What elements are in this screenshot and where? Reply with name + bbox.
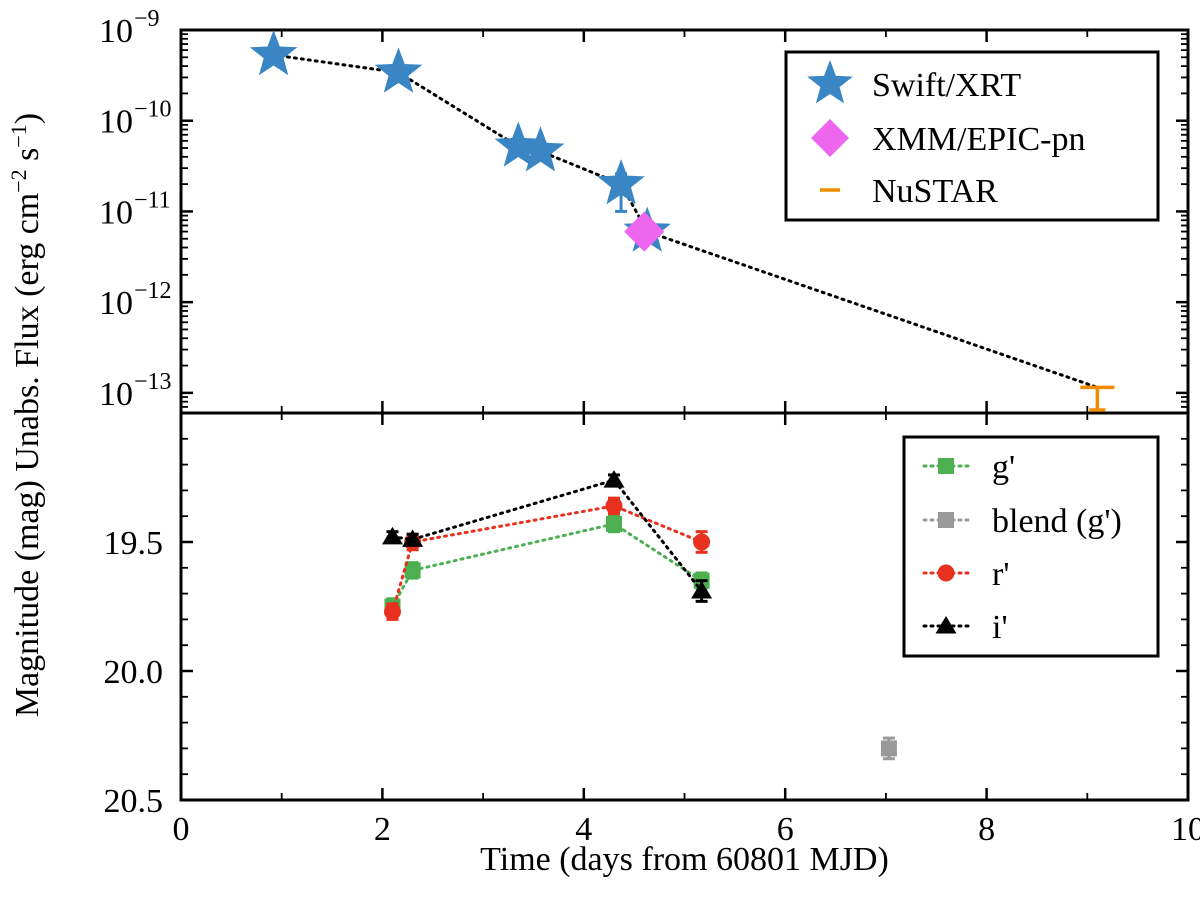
y-tick-label-top: 10 (99, 13, 133, 50)
swift-xrt-point (597, 159, 645, 205)
y-tick-label-exponent: −9 (134, 6, 160, 32)
series-swift-xrt (249, 30, 671, 252)
x-axis-label: Time (days from 60801 MJD) (480, 841, 889, 878)
legend-item-i: i' (922, 609, 1008, 646)
r-point (693, 533, 711, 551)
i-point (402, 529, 424, 547)
y-label-part: ) (9, 113, 46, 124)
i-point (381, 526, 403, 545)
x-tick-label: 2 (374, 811, 391, 848)
x-tick-label: 6 (777, 811, 794, 848)
swift-xrt-point (516, 126, 565, 172)
series-line (391, 522, 704, 608)
top-legend: Swift/XRT XMM/EPIC-pn NuSTAR (784, 50, 1160, 222)
series-line (391, 504, 704, 614)
y-tick-label-exponent: −13 (134, 369, 172, 395)
y-label-sup: −2 (6, 169, 31, 192)
i-point (603, 470, 625, 488)
legend-item-xmm-epic-pn: XMM/EPIC-pn (811, 119, 1085, 158)
x-tick-label: 10 (1171, 811, 1200, 848)
legend-marker-icon (938, 512, 954, 528)
swift-xrt-point (374, 47, 423, 93)
series-blend-g (880, 736, 897, 761)
legend-label: i' (992, 609, 1008, 646)
legend-diamond-icon (811, 119, 849, 157)
y-tick-label-bottom: 20.0 (104, 654, 164, 691)
series-g (384, 514, 710, 616)
y-label-part: s (9, 148, 46, 170)
y-label-sup: −1 (6, 124, 31, 147)
series-nustar (1080, 385, 1115, 412)
x-tick-label: 0 (173, 811, 190, 848)
swift-xrt-point (249, 30, 298, 76)
blend-g-point (880, 740, 897, 757)
legend-label: XMM/EPIC-pn (872, 121, 1085, 158)
legend-item-r: r' (922, 556, 1009, 593)
top-y-axis-ticks (181, 28, 1188, 414)
y-tick-label-bottom: 20.5 (104, 783, 164, 820)
y-label-flux: Unabs. Flux (erg cm (9, 193, 46, 472)
g-point (404, 562, 421, 579)
series-r (383, 496, 711, 621)
nustar-upper-limit (1080, 385, 1115, 412)
legend-marker-icon (938, 458, 954, 474)
y-tick-label-top: 10 (99, 104, 133, 141)
legend-item-blend-g: blend (g') (922, 503, 1122, 540)
legend-label: g' (992, 449, 1015, 486)
y-tick-label-exponent: −12 (134, 278, 172, 304)
series-xmm-epic-pn (624, 211, 665, 252)
y-label-magnitude: Magnitude (mag) (9, 472, 46, 718)
legend-item-g: g' (922, 449, 1015, 486)
y-tick-label-top: 10 (99, 285, 133, 322)
legend-label: NuSTAR (872, 173, 998, 210)
legend-label: r' (992, 556, 1009, 593)
legend-item-nustar: NuSTAR (820, 173, 998, 210)
top-panel-data (249, 30, 1115, 412)
legend-item-swift-xrt: Swift/XRT (807, 60, 1021, 104)
xmm-epic-pn-point (624, 211, 665, 252)
y-tick-label-top: 10 (99, 194, 133, 231)
legend-marker-icon (935, 616, 957, 634)
y-tick-label-top: 10 (99, 376, 133, 413)
legend-star-icon (807, 60, 853, 104)
legend-label: Swift/XRT (872, 67, 1021, 104)
bottom-legend: g' blend (g') r' i' (902, 435, 1160, 658)
r-point (605, 497, 623, 515)
series-i (381, 470, 713, 603)
x-tick-label: 8 (978, 811, 995, 848)
y-axis-label: Magnitude (mag) Unabs. Flux (erg cm−2 s−… (6, 113, 46, 717)
bottom-axis-ticks (179, 411, 1190, 802)
legend-label: blend (g') (992, 503, 1122, 540)
i-point (691, 581, 713, 599)
x-tick-label: 4 (575, 811, 592, 848)
y-tick-label-exponent: −11 (134, 187, 171, 213)
series-line (391, 478, 704, 593)
g-point (606, 515, 623, 532)
r-point (383, 603, 401, 621)
legend-marker-icon (937, 564, 955, 582)
y-tick-label-exponent: −10 (134, 97, 172, 123)
y-tick-label-bottom: 19.5 (104, 525, 164, 562)
bottom-panel-data (381, 470, 897, 761)
top-x-axis-ticks (179, 30, 1190, 413)
